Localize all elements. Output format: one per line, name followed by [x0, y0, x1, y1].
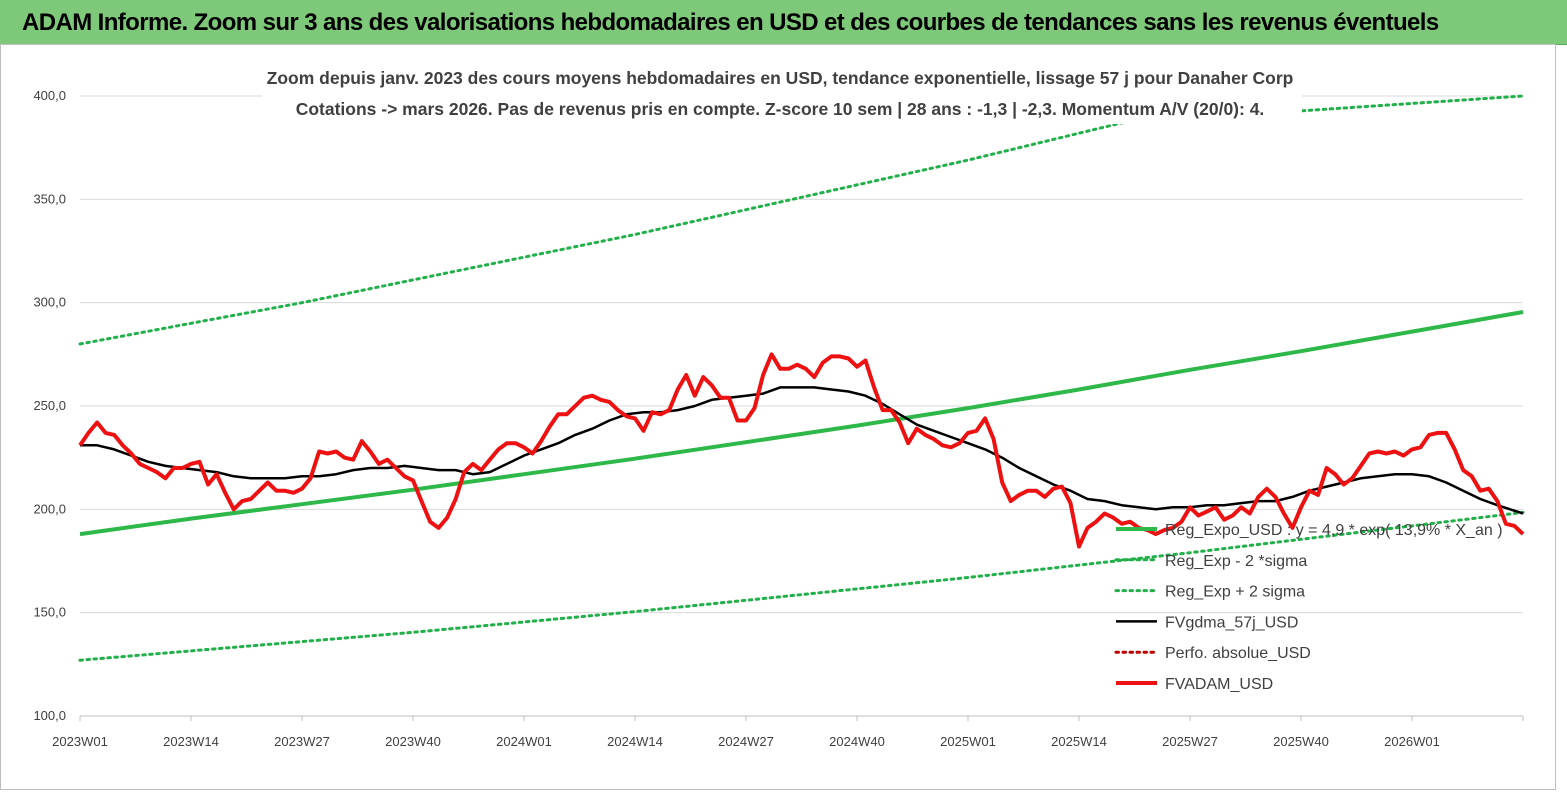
trend-line	[79, 310, 1524, 537]
x-tick-label: 2024W01	[496, 734, 552, 749]
legend-label-perf-line: Perfo. absolue_USD	[1165, 645, 1311, 662]
banner-title: ADAM Informe. Zoom sur 3 ans des valoris…	[22, 9, 1439, 36]
y-tick-label: 150,0	[33, 605, 66, 620]
y-tick-label: 300,0	[33, 295, 66, 310]
legend-label-smooth-line: FVgdma_57j_USD	[1165, 614, 1298, 631]
x-tick-label: 2025W40	[1273, 734, 1329, 749]
x-tick-label: 2024W27	[718, 734, 774, 749]
x-tick-label: 2023W14	[163, 734, 219, 749]
x-tick-label: 2023W01	[52, 734, 108, 749]
x-axis-tick-labels: 2023W01 2023W14 2023W27 2023W40 2024W01 2024W…	[52, 716, 1524, 749]
y-tick-label: 200,0	[33, 501, 66, 516]
x-tick-label: 2024W14	[607, 734, 663, 749]
price-line	[78, 352, 1525, 549]
band-upper-line	[78, 94, 1525, 346]
x-tick-label: 2024W40	[829, 734, 885, 749]
legend: Reg_Expo_USD : y = 4,9 * exp( 13,9% * X_…	[1114, 522, 1503, 693]
series-lines	[78, 94, 1525, 662]
x-tick-label: 2025W01	[940, 734, 996, 749]
x-tick-label: 2023W27	[274, 734, 330, 749]
legend-label-band-upper-line: Reg_Exp + 2 sigma	[1165, 584, 1305, 601]
x-tick-label: 2025W27	[1162, 734, 1218, 749]
y-tick-label: 350,0	[33, 191, 66, 206]
legend-label-band-lower-line: Reg_Exp - 2 *sigma	[1165, 553, 1307, 570]
chart-area-border	[0, 44, 1556, 790]
subtitle-line-1: Zoom depuis janv. 2023 des cours moyens …	[267, 68, 1294, 88]
y-tick-label: 100,0	[33, 708, 66, 723]
subtitle-background	[262, 62, 1302, 124]
legend-label-trend-line: Reg_Expo_USD : y = 4,9 * exp( 13,9% * X_…	[1165, 522, 1503, 539]
gridlines	[80, 95, 1523, 717]
header-banner: ADAM Informe. Zoom sur 3 ans des valoris…	[0, 0, 1567, 45]
y-tick-label: 400,0	[33, 88, 66, 103]
x-tick-label: 2025W14	[1051, 734, 1107, 749]
x-tick-label: 2026W01	[1384, 734, 1440, 749]
subtitle-line-2: Cotations -> mars 2026. Pas de revenus p…	[296, 99, 1265, 119]
y-axis-tick-labels: 100,0 150,0 200,0 250,0 300,0 350,0 400,0	[33, 88, 66, 723]
chart-subtitle: Zoom depuis janv. 2023 des cours moyens …	[262, 62, 1302, 124]
band-lower-line	[78, 510, 1525, 662]
x-tick-label: 2023W40	[385, 734, 441, 749]
legend-label-price-line: FVADAM_USD	[1165, 676, 1273, 693]
y-tick-label: 250,0	[33, 398, 66, 413]
